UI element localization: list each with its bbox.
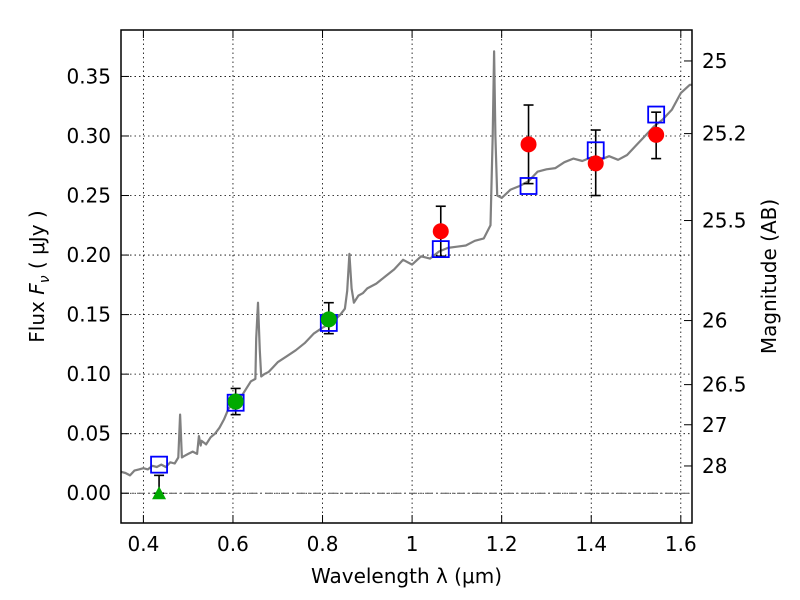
mag-tick-label: 26.5: [702, 373, 747, 397]
right-axis-label: Magnitude (AB): [757, 199, 781, 354]
x-ticks: 0.4 0.6 0.8 1 1.2 1.4 1.6: [127, 30, 697, 556]
magnitude-ticks: 25 25.2 25.5 26 26.5 27 28: [684, 49, 747, 478]
x-axis-label: Wavelength λ (μm): [311, 564, 502, 588]
grid: [121, 30, 692, 523]
y-label-subscript: ν: [37, 275, 53, 283]
mag-tick-label: 25.5: [702, 209, 747, 233]
x-tick-label: 1: [406, 532, 419, 556]
model-photometry-square: [647, 105, 666, 124]
model-photometry-square: [519, 177, 538, 195]
nir-detection-point: [520, 136, 537, 153]
mag-tick-label: 27: [702, 413, 727, 437]
y-label-symbol: F: [25, 283, 49, 295]
x-tick-label: 0.8: [307, 532, 339, 556]
y-tick-label: 0.15: [66, 303, 111, 327]
nir-detection-point: [587, 155, 604, 172]
y-label-unit: ( μJy ): [25, 210, 49, 275]
upper-limit-triangle: [152, 486, 167, 500]
spectrum-group: [120, 50, 692, 477]
errorbars-group: [154, 104, 662, 495]
y-ticks: 0.00 0.05 0.10 0.15 0.20 0.25 0.30 0.35: [66, 64, 129, 505]
model-photometry-square: [150, 455, 168, 474]
y-tick-label: 0.10: [66, 362, 111, 386]
y-tick-label: 0.25: [66, 184, 111, 208]
plot-frame: [120, 29, 693, 524]
optical-detection-point: [227, 393, 244, 410]
optical-detection-point: [320, 311, 337, 328]
x-tick-label: 1.6: [665, 532, 697, 556]
mag-tick-label: 28: [702, 454, 727, 478]
observed-points-group: [152, 126, 665, 500]
x-tick-label: 0.4: [127, 532, 159, 556]
mag-tick-label: 25.2: [702, 122, 747, 146]
nir-detection-point: [648, 126, 665, 143]
y-axis-label: Flux Fν ( μJy ): [25, 210, 53, 342]
spectrum-line: [120, 50, 692, 477]
x-tick-label: 1.4: [575, 532, 607, 556]
model-photometry-square: [431, 240, 450, 259]
nir-detection-point: [432, 223, 449, 240]
x-tick-label: 0.6: [217, 532, 249, 556]
x-tick-label: 1.2: [486, 532, 518, 556]
mag-tick-label: 25: [702, 49, 727, 73]
mag-tick-label: 26: [702, 309, 727, 333]
y-tick-label: 0.20: [66, 243, 111, 267]
model-photometry-group: [150, 105, 666, 474]
y-tick-label: 0.00: [66, 481, 111, 505]
y-label-prefix: Flux: [25, 295, 49, 343]
y-tick-label: 0.05: [66, 422, 111, 446]
y-tick-label: 0.35: [66, 64, 111, 88]
y-tick-label: 0.30: [66, 124, 111, 148]
